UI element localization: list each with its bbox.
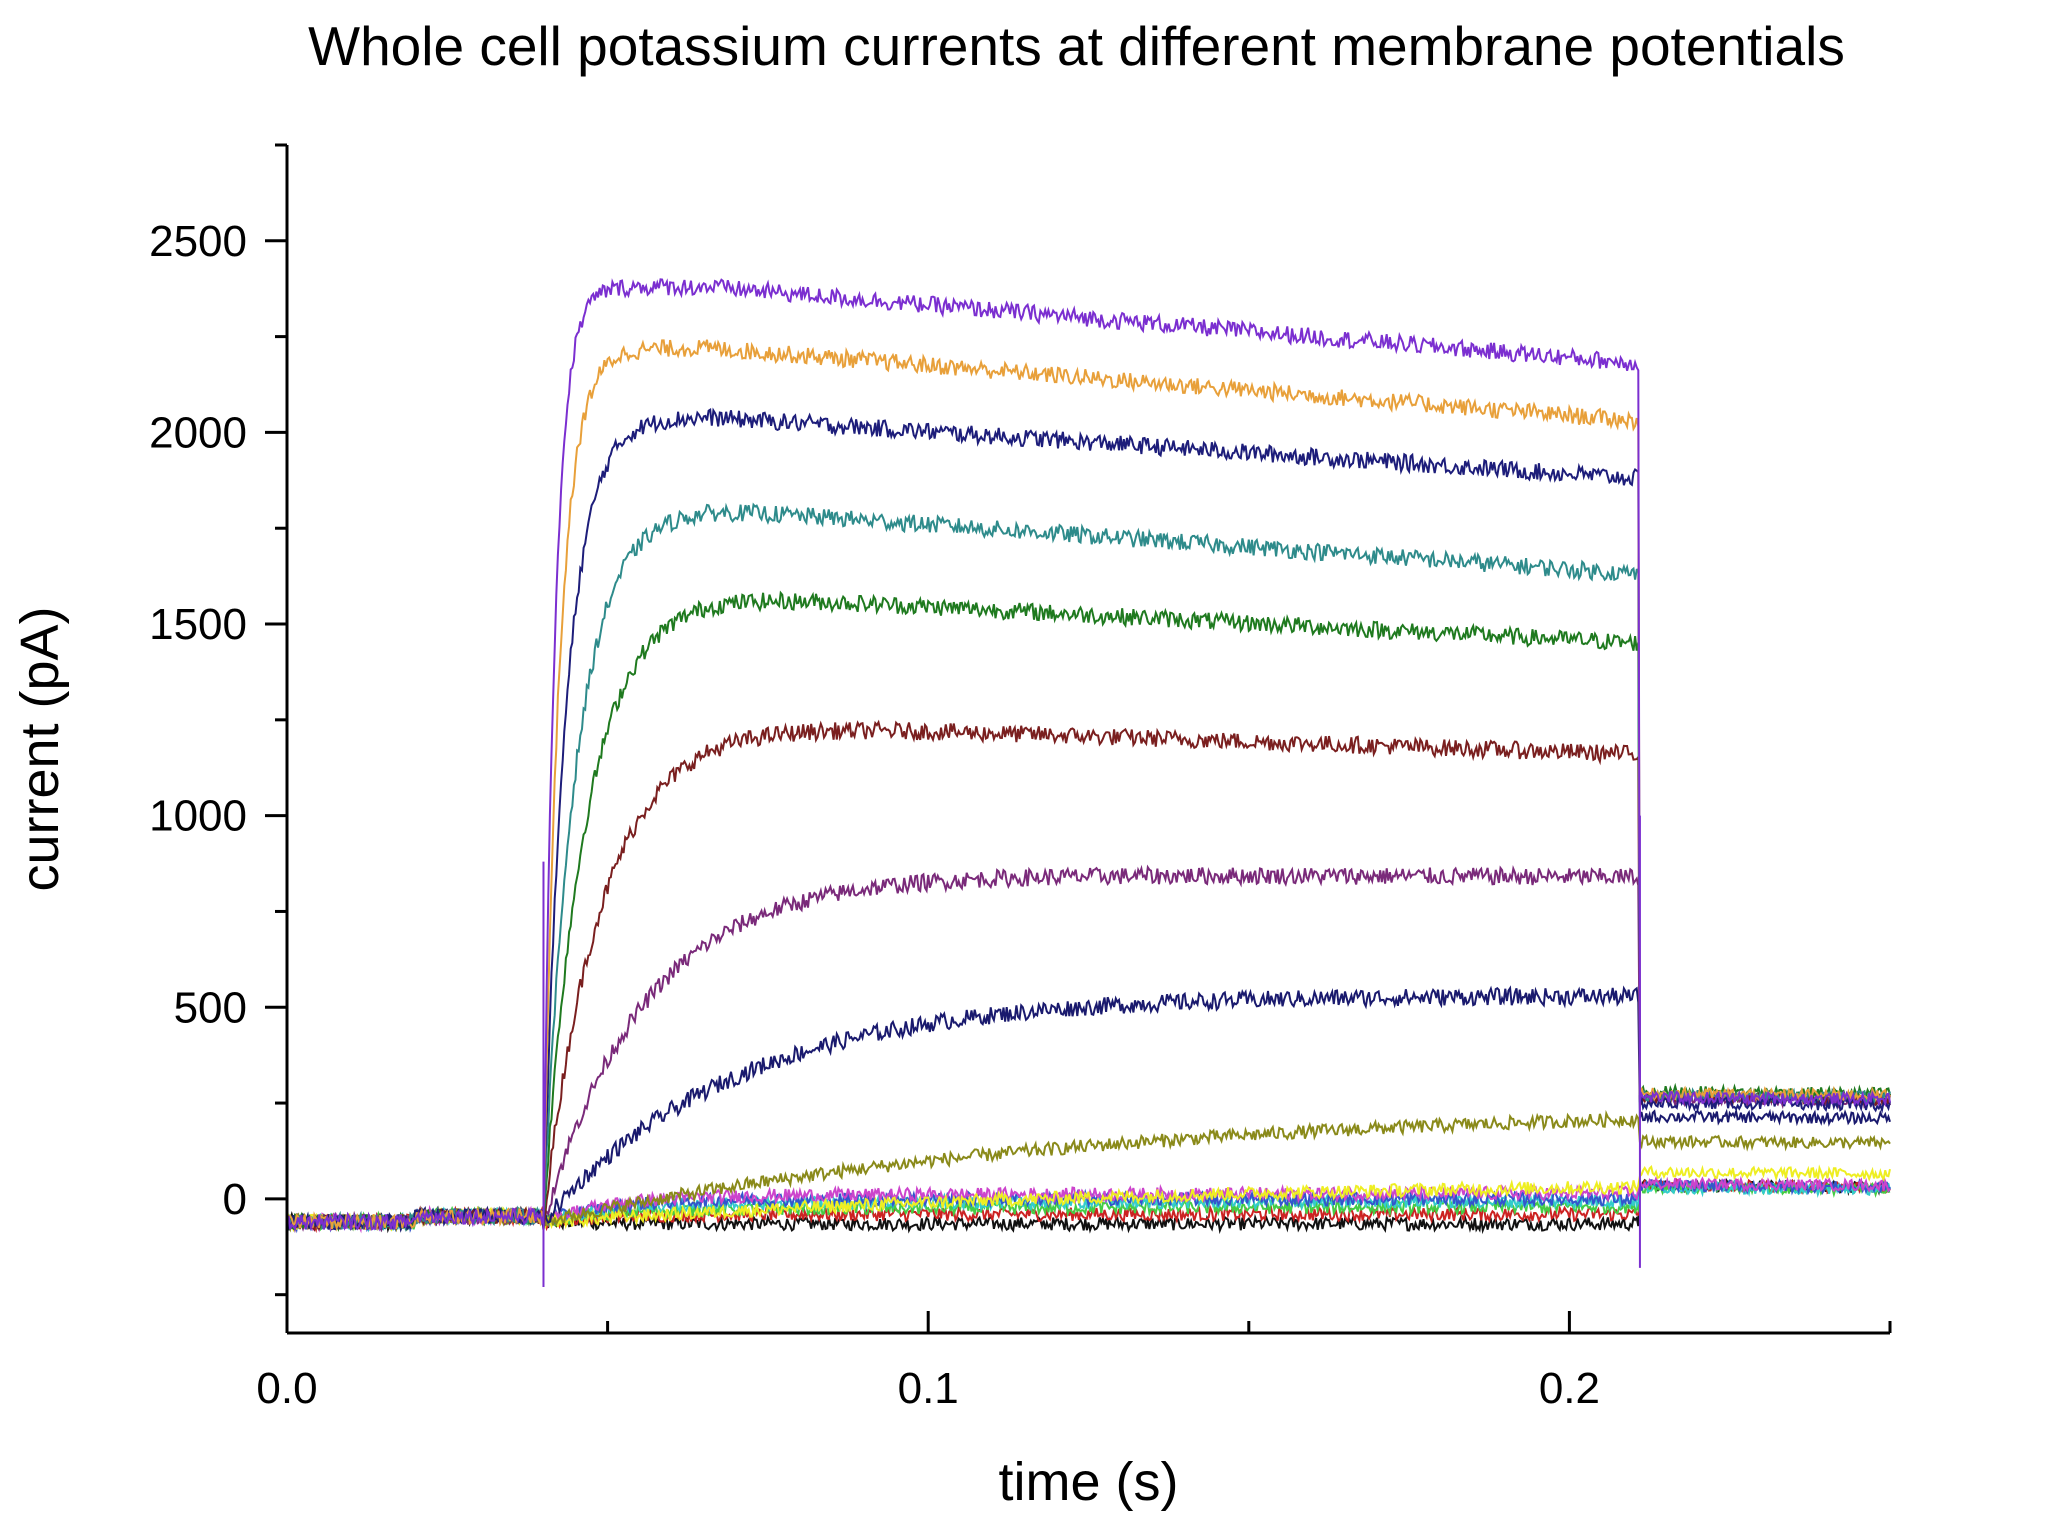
y-tick-label: 500 <box>174 983 247 1032</box>
current-trace <box>286 985 1891 1233</box>
x-tick-label: 0.0 <box>256 1364 317 1413</box>
current-trace <box>286 590 1891 1232</box>
y-axis-title: current (pA) <box>10 606 70 891</box>
y-tick-label: 2000 <box>149 408 247 457</box>
current-trace <box>286 278 1891 1232</box>
y-tick-label: 1000 <box>149 792 247 841</box>
current-trace <box>286 1164 1891 1233</box>
x-axis-title: time (s) <box>999 1452 1179 1512</box>
x-tick-label: 0.1 <box>898 1364 959 1413</box>
current-trace <box>286 407 1891 1232</box>
y-tick-label: 0 <box>223 1175 247 1224</box>
current-trace <box>286 864 1891 1234</box>
current-trace <box>286 1109 1891 1233</box>
ticks-group: 0.0 0.1 0.2 0 500 1000 1500 2000 2500 <box>149 143 1892 1413</box>
current-trace <box>286 339 1891 1232</box>
chart-title: Whole cell potassium currents at differe… <box>308 15 1845 77</box>
current-trace <box>286 719 1891 1232</box>
y-tick-label: 2500 <box>149 217 247 266</box>
current-trace <box>286 502 1891 1233</box>
y-tick-label: 1500 <box>149 600 247 649</box>
x-tick-label: 0.2 <box>1539 1364 1600 1413</box>
traces-group <box>286 278 1891 1288</box>
